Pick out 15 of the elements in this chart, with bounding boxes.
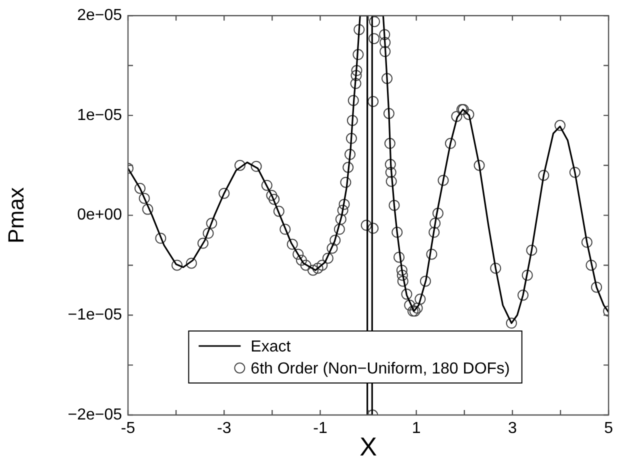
y-tick-label: −2e−05 (68, 406, 122, 424)
y-tick-label: 2e−05 (77, 7, 122, 24)
x-tick-label: -1 (313, 420, 328, 438)
legend-label: 6th Order (Non−Uniform, 180 DOFs) (250, 360, 510, 378)
y-tick-label: −1e−05 (68, 306, 122, 324)
x-tick-label: -3 (216, 420, 232, 438)
x-tick-label: -5 (120, 420, 136, 438)
x-tick-label: 1 (412, 420, 421, 438)
x-axis-title: X (360, 432, 377, 462)
x-tick-label: 3 (508, 420, 517, 438)
legend-label: Exact (250, 338, 292, 356)
x-tick-label: 5 (604, 420, 614, 438)
y-tick-label: 0e+00 (77, 206, 122, 224)
y-tick-label: 1e−05 (77, 106, 122, 124)
y-axis-title: Pmax (3, 187, 28, 244)
